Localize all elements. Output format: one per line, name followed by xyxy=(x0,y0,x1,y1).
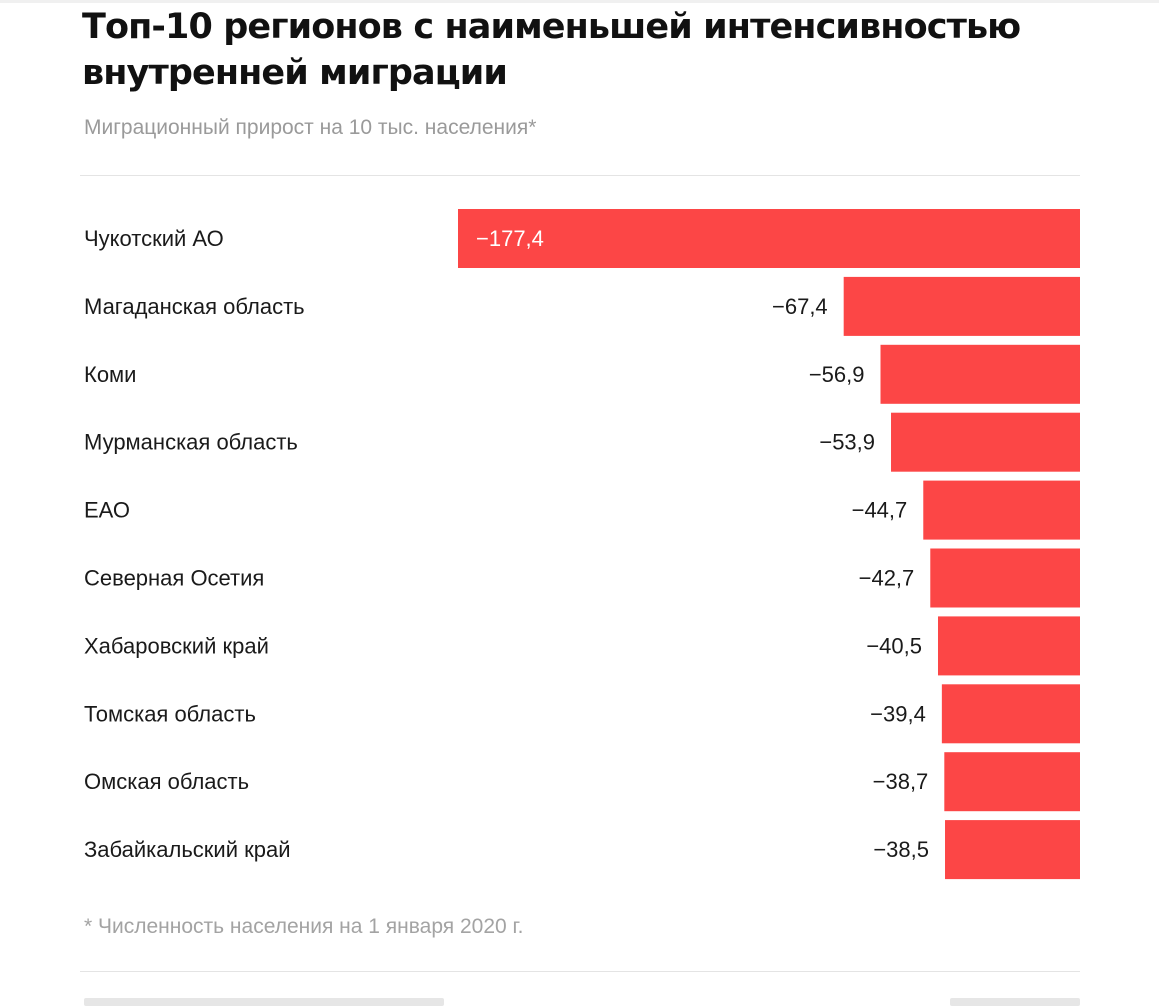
value-label: −177,4 xyxy=(476,226,544,251)
value-label: −38,7 xyxy=(873,769,929,794)
bar xyxy=(880,344,1080,404)
category-label: Мурманская область xyxy=(84,430,298,455)
chart-title: Топ-10 регионов с наименьшей интенсивнос… xyxy=(82,7,1021,93)
top-border xyxy=(0,0,1159,3)
bar xyxy=(944,752,1080,812)
category-label: Чукотский АО xyxy=(84,226,224,251)
divider-bottom xyxy=(80,971,1080,972)
bar xyxy=(930,548,1080,608)
bar xyxy=(945,820,1080,880)
value-label: −53,9 xyxy=(819,430,875,455)
divider-top xyxy=(80,175,1080,176)
bar xyxy=(923,480,1080,540)
footnote: * Численность населения на 1 января 2020… xyxy=(84,915,524,938)
category-label: Забайкальский край xyxy=(84,837,291,862)
value-label: −40,5 xyxy=(866,633,922,658)
value-label: −44,7 xyxy=(852,498,908,523)
category-label: Хабаровский край xyxy=(84,633,269,658)
bar xyxy=(843,276,1080,336)
source-line-cropped-right xyxy=(950,998,1080,1006)
bar xyxy=(891,412,1080,472)
value-label: −38,5 xyxy=(873,837,929,862)
category-label: Томская область xyxy=(84,701,256,726)
category-label: Магаданская область xyxy=(84,294,305,319)
bar xyxy=(458,209,1080,268)
chart-subtitle: Миграционный прирост на 10 тыс. населени… xyxy=(84,116,537,139)
bar xyxy=(941,684,1080,744)
value-label: −42,7 xyxy=(859,566,915,591)
source-line-cropped xyxy=(84,998,444,1006)
value-label: −56,9 xyxy=(809,362,865,387)
category-label: Северная Осетия xyxy=(84,566,264,591)
category-label: Омская область xyxy=(84,769,249,794)
category-label: Коми xyxy=(84,362,136,387)
value-label: −67,4 xyxy=(772,294,828,319)
bar xyxy=(937,616,1080,676)
value-label: −39,4 xyxy=(870,701,926,726)
category-label: ЕАО xyxy=(84,498,130,523)
